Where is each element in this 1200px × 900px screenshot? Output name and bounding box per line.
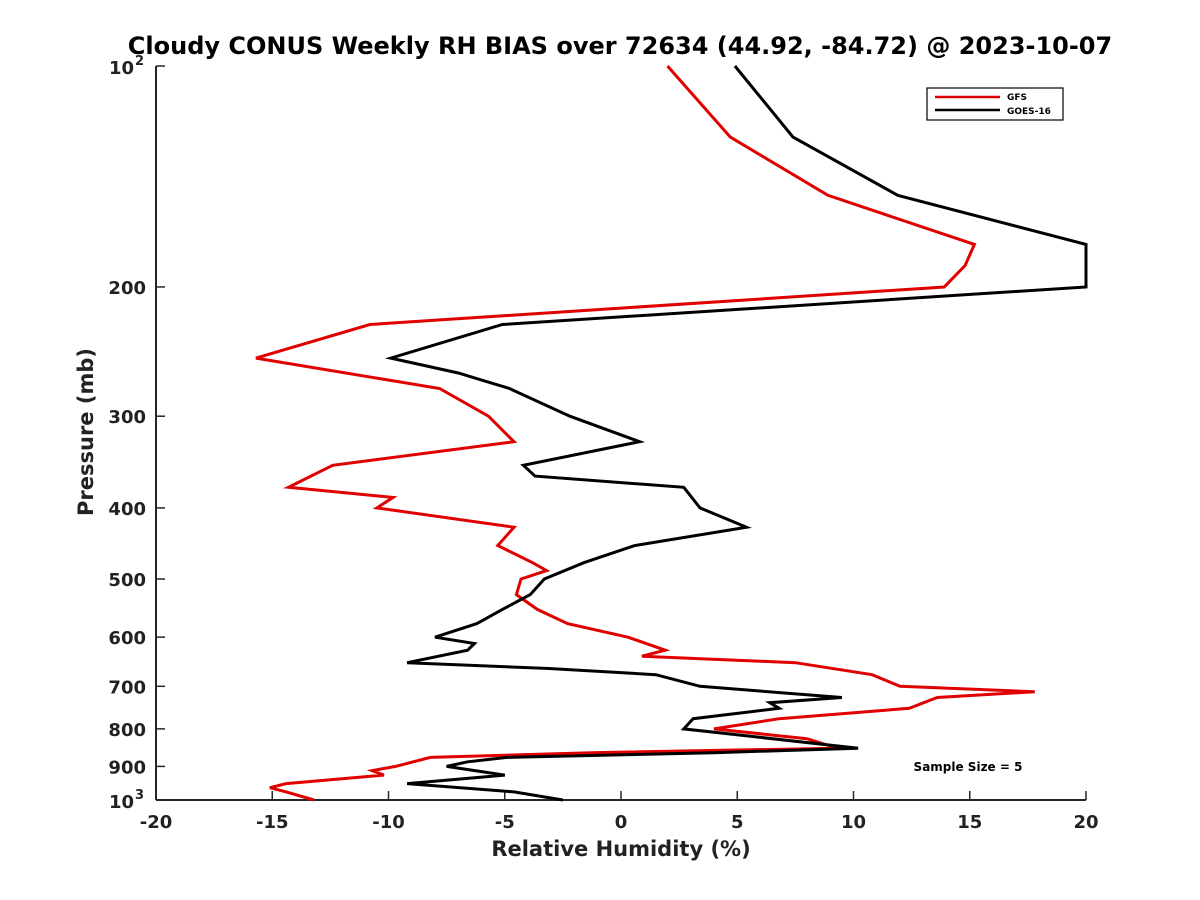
x-axis-label: Relative Humidity (%) xyxy=(491,837,750,861)
x-tick-label: 10 xyxy=(841,812,866,833)
y-tick-label: 400 xyxy=(108,499,146,520)
x-tick-label: 0 xyxy=(615,812,628,833)
legend-box xyxy=(926,87,1064,121)
x-tick-label: 5 xyxy=(731,812,744,833)
x-tick-label: 20 xyxy=(1073,812,1098,833)
legend: GFS GOES-16 xyxy=(926,87,1064,121)
y-tick-label: 700 xyxy=(108,677,146,698)
x-tick-label: -20 xyxy=(140,812,173,833)
series-line-gfs xyxy=(255,65,1035,802)
x-tick-label: 15 xyxy=(957,812,982,833)
y-tick-label-exponent: 3 xyxy=(135,788,144,803)
legend-label-gfs: GFS xyxy=(1007,93,1027,103)
series-layer xyxy=(255,65,1088,802)
y-tick-label: 600 xyxy=(108,628,146,649)
x-tick-label: -5 xyxy=(495,812,515,833)
y-tick-label: 10 xyxy=(109,792,134,813)
x-axis-ticks: -20 -15 -10 -5 0 5 10 15 20 xyxy=(140,791,1099,833)
x-tick-label: -10 xyxy=(372,812,405,833)
y-tick-label: 300 xyxy=(108,407,146,428)
series-line-goes-16 xyxy=(384,65,1088,802)
y-tick-label: 800 xyxy=(108,720,146,741)
chart-title: Cloudy CONUS Weekly RH BIAS over 72634 (… xyxy=(128,32,1112,60)
y-tick-label: 10 xyxy=(109,58,134,79)
x-tick-label: -15 xyxy=(256,812,289,833)
y-tick-label-exponent: 2 xyxy=(135,54,144,69)
legend-label-goes-16: GOES-16 xyxy=(1007,107,1051,117)
y-tick-label: 900 xyxy=(108,757,146,778)
y-tick-label: 200 xyxy=(108,278,146,299)
y-tick-label: 500 xyxy=(108,570,146,591)
y-axis-label: Pressure (mb) xyxy=(74,348,98,516)
sample-size-annotation: Sample Size = 5 xyxy=(914,760,1023,774)
